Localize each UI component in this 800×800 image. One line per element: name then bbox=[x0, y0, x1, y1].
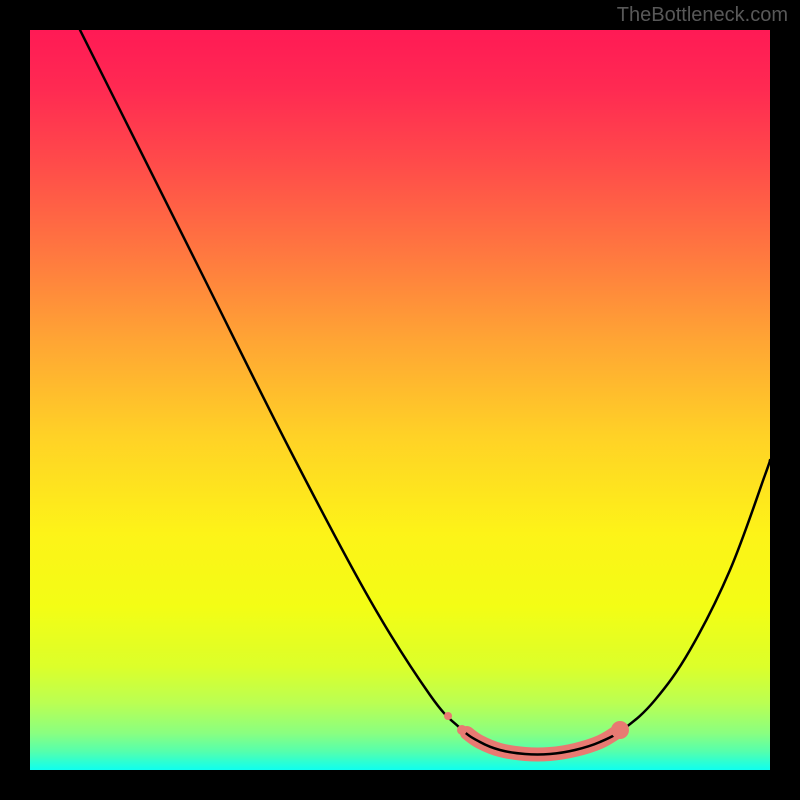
highlight-endcap bbox=[611, 721, 629, 739]
plot-area bbox=[30, 30, 770, 770]
bottleneck-curve bbox=[80, 30, 770, 755]
marker-dot bbox=[444, 712, 452, 720]
marker-dot bbox=[457, 725, 467, 735]
curve-layer bbox=[30, 30, 770, 770]
watermark-text: TheBottleneck.com bbox=[617, 4, 788, 27]
